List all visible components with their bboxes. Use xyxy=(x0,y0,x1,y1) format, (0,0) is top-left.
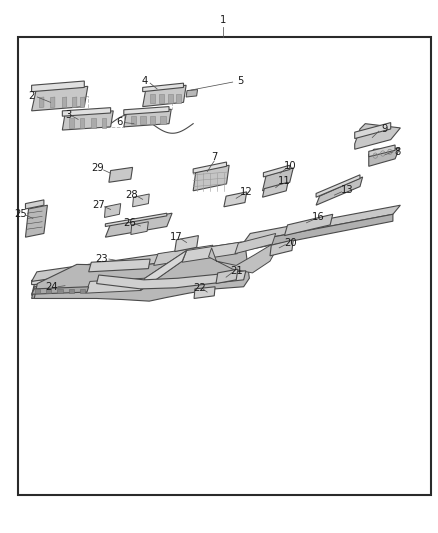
Polygon shape xyxy=(68,289,74,293)
Polygon shape xyxy=(62,108,110,116)
Polygon shape xyxy=(263,165,289,177)
Polygon shape xyxy=(167,94,173,103)
Text: 1: 1 xyxy=(219,15,226,25)
Text: 8: 8 xyxy=(393,147,399,157)
Polygon shape xyxy=(105,213,166,227)
Polygon shape xyxy=(105,213,172,237)
Polygon shape xyxy=(32,277,88,285)
Polygon shape xyxy=(25,205,47,237)
Polygon shape xyxy=(32,81,84,92)
Text: 23: 23 xyxy=(95,254,108,263)
Text: 29: 29 xyxy=(91,164,104,173)
Polygon shape xyxy=(354,124,399,149)
Polygon shape xyxy=(32,287,88,294)
Text: 24: 24 xyxy=(46,282,58,292)
FancyBboxPatch shape xyxy=(18,37,430,495)
Polygon shape xyxy=(32,86,88,111)
Text: 26: 26 xyxy=(123,218,136,228)
Polygon shape xyxy=(368,148,399,166)
Polygon shape xyxy=(142,83,183,92)
Polygon shape xyxy=(96,271,245,289)
Polygon shape xyxy=(34,251,249,301)
Polygon shape xyxy=(140,116,145,124)
Polygon shape xyxy=(354,123,390,139)
Polygon shape xyxy=(315,177,362,205)
Text: 10: 10 xyxy=(283,161,295,171)
Polygon shape xyxy=(62,97,67,108)
Text: 13: 13 xyxy=(340,185,352,195)
Text: 16: 16 xyxy=(311,213,325,222)
Polygon shape xyxy=(159,94,164,103)
Polygon shape xyxy=(62,111,113,130)
Polygon shape xyxy=(150,94,155,103)
Polygon shape xyxy=(102,118,106,128)
Polygon shape xyxy=(269,240,293,256)
Polygon shape xyxy=(131,222,148,235)
Polygon shape xyxy=(186,90,197,97)
Polygon shape xyxy=(32,241,251,281)
Polygon shape xyxy=(140,251,186,290)
Polygon shape xyxy=(315,175,359,197)
Polygon shape xyxy=(132,194,149,207)
Polygon shape xyxy=(284,214,332,236)
Text: 28: 28 xyxy=(125,190,138,199)
Polygon shape xyxy=(88,259,150,272)
Polygon shape xyxy=(262,182,287,197)
Polygon shape xyxy=(32,281,143,298)
Polygon shape xyxy=(80,97,85,108)
Text: 6: 6 xyxy=(116,117,122,126)
Polygon shape xyxy=(234,233,275,254)
Text: 4: 4 xyxy=(141,76,148,86)
Polygon shape xyxy=(193,165,229,191)
Polygon shape xyxy=(182,242,241,262)
Text: 7: 7 xyxy=(211,152,217,161)
Polygon shape xyxy=(91,118,95,128)
Text: 25: 25 xyxy=(14,209,28,219)
Text: 12: 12 xyxy=(240,187,253,197)
Polygon shape xyxy=(223,192,246,207)
Polygon shape xyxy=(39,97,44,108)
Polygon shape xyxy=(72,97,77,108)
Polygon shape xyxy=(32,281,90,295)
Text: 22: 22 xyxy=(193,283,206,293)
Polygon shape xyxy=(57,289,63,293)
Text: 5: 5 xyxy=(237,76,243,86)
Text: 17: 17 xyxy=(170,232,183,242)
Polygon shape xyxy=(262,168,293,191)
Polygon shape xyxy=(243,205,399,243)
Polygon shape xyxy=(150,116,155,124)
Polygon shape xyxy=(124,109,171,127)
Polygon shape xyxy=(160,116,165,124)
Polygon shape xyxy=(35,289,40,293)
Polygon shape xyxy=(80,289,85,293)
Polygon shape xyxy=(194,287,215,298)
Text: 2: 2 xyxy=(28,91,35,101)
Polygon shape xyxy=(46,289,51,293)
Polygon shape xyxy=(131,116,136,124)
Polygon shape xyxy=(193,162,226,173)
Polygon shape xyxy=(80,118,84,128)
Polygon shape xyxy=(124,107,169,115)
Polygon shape xyxy=(50,97,55,108)
Text: 20: 20 xyxy=(284,238,296,247)
Text: 9: 9 xyxy=(380,124,386,134)
Polygon shape xyxy=(243,214,392,251)
Polygon shape xyxy=(109,167,132,182)
Polygon shape xyxy=(215,269,237,284)
Polygon shape xyxy=(174,236,198,252)
Polygon shape xyxy=(208,244,274,273)
Text: 3: 3 xyxy=(65,110,71,120)
Polygon shape xyxy=(153,245,212,265)
Polygon shape xyxy=(175,94,180,103)
Polygon shape xyxy=(104,204,120,217)
Polygon shape xyxy=(25,200,44,209)
Polygon shape xyxy=(142,85,186,107)
Polygon shape xyxy=(85,278,145,293)
Text: 21: 21 xyxy=(229,266,242,276)
Polygon shape xyxy=(368,145,394,157)
Text: 11: 11 xyxy=(277,176,290,186)
Text: 27: 27 xyxy=(92,200,105,210)
Polygon shape xyxy=(69,118,74,128)
